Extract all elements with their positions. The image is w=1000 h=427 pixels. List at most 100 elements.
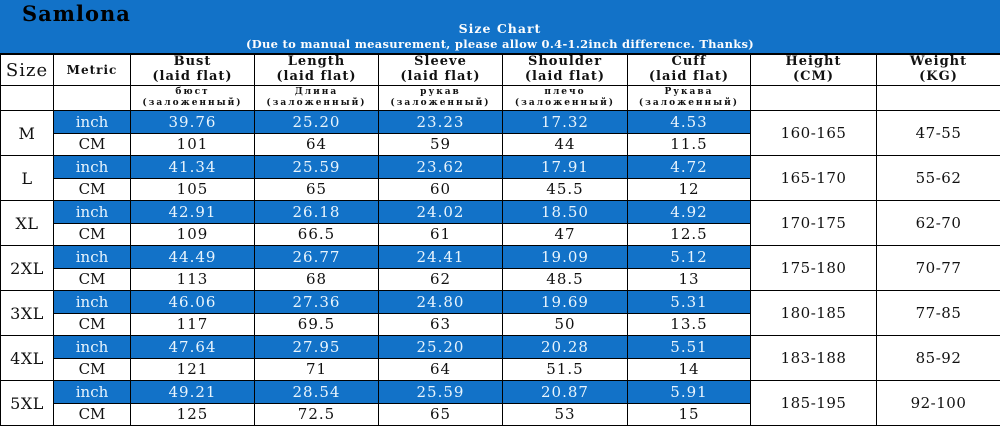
value-cell-inch: 4.53 [627,110,751,134]
value-cell-inch: 26.77 [254,245,379,269]
weight-range-cell: 85-92 [876,335,1000,381]
height-range-cell: 175-180 [750,245,877,291]
value-cell-inch: 24.41 [378,245,503,269]
value-cell-inch: 46.06 [130,290,255,314]
value-cell-inch: 5.91 [627,380,751,404]
column-header-height: Height (CM) [750,54,877,86]
unit-cell-cm: CM [53,357,131,381]
table-row-inch: XL inch 42.91 26.18 24.02 18.50 4.92 170-175 62-… [0,200,1000,246]
size-cell: 3XL [0,290,54,336]
value-cell-inch: 4.72 [627,155,751,179]
value-cell-inch: 20.87 [502,380,628,404]
column-header-length-ru: Длина (заложенный) [254,85,379,111]
unit-cell-inch: inch [53,335,131,359]
value-cell-cm: 64 [378,357,503,381]
value-cell-cm: 53 [502,402,628,426]
banner-center: Size Chart (Due to manual measurement, p… [0,21,1000,51]
value-cell-cm: 13 [627,267,751,291]
table-row-inch: 5XL inch 49.21 28.54 25.59 20.87 5.91 185-195 92… [0,380,1000,426]
column-header-length: Length (laid flat) [254,54,379,86]
column-header-shoulder-ru: плечо (заложенный) [502,85,628,111]
value-cell-inch: 23.62 [378,155,503,179]
value-cell-inch: 25.59 [254,155,379,179]
value-cell-cm: 59 [378,132,503,156]
unit-cell-inch: inch [53,155,131,179]
unit-cell-cm: CM [53,177,131,201]
unit-cell-cm: CM [53,402,131,426]
value-cell-inch: 41.34 [130,155,255,179]
value-cell-cm: 113 [130,267,255,291]
value-cell-cm: 101 [130,132,255,156]
banner: Samlona Size Chart (Due to manual measur… [0,0,1000,54]
column-header-cuff: Cuff (laid flat) [627,54,751,86]
table-row-inch: 3XL inch 46.06 27.36 24.80 19.69 5.31 180-185 77… [0,290,1000,336]
size-cell: 2XL [0,245,54,291]
height-range-cell: 185-195 [750,380,877,426]
value-cell-inch: 47.64 [130,335,255,359]
empty-cell [0,85,54,111]
value-cell-cm: 11.5 [627,132,751,156]
value-cell-inch: 39.76 [130,110,255,134]
size-cell: XL [0,200,54,246]
value-cell-inch: 23.23 [378,110,503,134]
value-cell-cm: 105 [130,177,255,201]
unit-cell-cm: CM [53,222,131,246]
value-cell-cm: 109 [130,222,255,246]
empty-cell [750,85,877,111]
value-cell-inch: 20.28 [502,335,628,359]
height-range-cell: 183-188 [750,335,877,381]
column-header-sleeve: Sleeve (laid flat) [378,54,503,86]
height-range-cell: 160-165 [750,110,877,156]
value-cell-inch: 44.49 [130,245,255,269]
value-cell-inch: 19.09 [502,245,628,269]
unit-cell-inch: inch [53,290,131,314]
table-head: Size Metric Bust (laid flat) Length (laid … [0,54,1000,111]
weight-range-cell: 47-55 [876,110,1000,156]
value-cell-cm: 13.5 [627,312,751,336]
value-cell-inch: 5.51 [627,335,751,359]
value-cell-cm: 50 [502,312,628,336]
value-cell-cm: 72.5 [254,402,379,426]
value-cell-cm: 47 [502,222,628,246]
value-cell-inch: 42.91 [130,200,255,224]
value-cell-inch: 28.54 [254,380,379,404]
unit-cell-inch: inch [53,110,131,134]
value-cell-cm: 66.5 [254,222,379,246]
column-header-metric: Metric [53,54,131,86]
value-cell-inch: 19.69 [502,290,628,314]
table-row-cm: CM 125 72.5 65 53 15 [1,402,1000,426]
value-cell-cm: 69.5 [254,312,379,336]
value-cell-inch: 4.92 [627,200,751,224]
column-header-size: Size [0,54,54,86]
value-cell-cm: 48.5 [502,267,628,291]
column-header-cuff-ru: Рукава (заложенный) [627,85,751,111]
value-cell-cm: 15 [627,402,751,426]
table-row-inch: 4XL inch 47.64 27.95 25.20 20.28 5.51 183-188 85… [0,335,1000,381]
weight-range-cell: 77-85 [876,290,1000,336]
size-chart-table: Size Metric Bust (laid flat) Length (laid … [0,54,1000,426]
table-row-cm: CM 117 69.5 63 50 13.5 [1,312,1000,336]
empty-cell [876,85,1000,111]
weight-range-cell: 55-62 [876,155,1000,201]
height-range-cell: 165-170 [750,155,877,201]
value-cell-inch: 24.02 [378,200,503,224]
size-cell: L [0,155,54,201]
unit-cell-inch: inch [53,380,131,404]
value-cell-inch: 26.18 [254,200,379,224]
brand-name: Samlona [22,1,131,26]
table-row-inch: 2XL inch 44.49 26.77 24.41 19.09 5.12 175-180 70… [0,245,1000,291]
chart-title: Size Chart [458,21,542,36]
value-cell-cm: 125 [130,402,255,426]
value-cell-cm: 12 [627,177,751,201]
column-header-bust: Bust (laid flat) [130,54,255,86]
value-cell-inch: 49.21 [130,380,255,404]
weight-range-cell: 70-77 [876,245,1000,291]
unit-cell-cm: CM [53,267,131,291]
value-cell-cm: 45.5 [502,177,628,201]
table-row-cm: CM 113 68 62 48.5 13 [1,267,1000,291]
value-cell-cm: 68 [254,267,379,291]
